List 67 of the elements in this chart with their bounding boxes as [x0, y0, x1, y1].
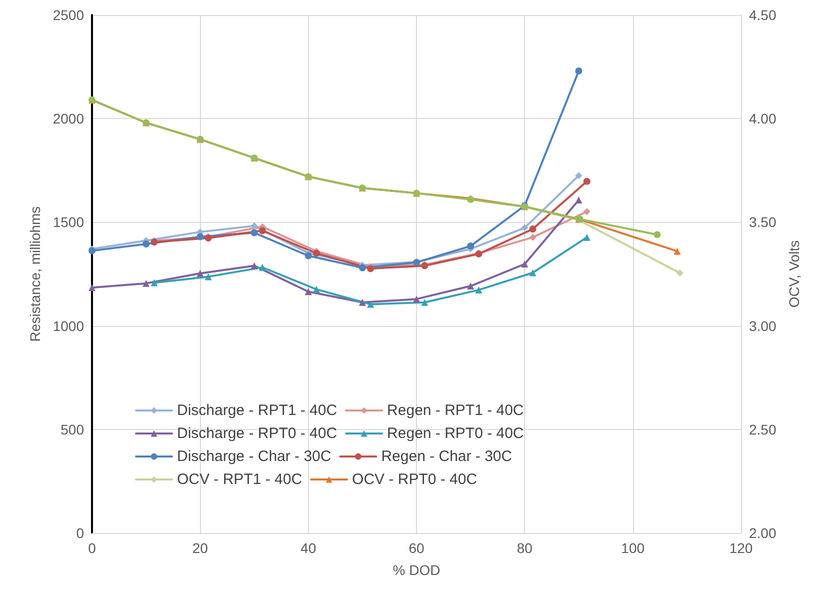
point: [654, 231, 661, 238]
point: [367, 300, 374, 308]
point: [583, 178, 590, 185]
legend-label: OCV - RPT0 - 40C: [352, 471, 478, 488]
point: [250, 222, 258, 230]
point: [583, 234, 590, 241]
point: [304, 252, 312, 260]
x-tick-label: 80: [516, 540, 533, 556]
point: [304, 288, 312, 296]
legend-label: Regen - Char - 30C: [381, 448, 512, 465]
point: [196, 233, 204, 240]
x-tick-label: 40: [300, 540, 316, 556]
y-tick-label: 500: [60, 421, 84, 438]
y2-tick-label: 3.00: [749, 318, 776, 334]
point: [575, 196, 582, 204]
point: [413, 296, 420, 303]
point: [674, 248, 681, 255]
point: [204, 273, 212, 280]
y-tick-label: 2500: [52, 7, 84, 23]
point: [258, 264, 266, 271]
legend-label: OCV - RPT1 - 40C: [177, 471, 302, 488]
point: [575, 172, 582, 180]
point: [312, 286, 320, 293]
point: [583, 208, 590, 216]
point: [529, 269, 536, 276]
legend-label: Regen - RPT1 - 40C: [387, 402, 524, 419]
x-tick-label: 120: [729, 540, 753, 556]
y-tick-label: 2000: [52, 110, 84, 127]
point: [467, 282, 474, 290]
point: [142, 240, 150, 248]
point: [142, 280, 150, 287]
x-tick-label: 0: [88, 540, 96, 556]
point: [467, 242, 474, 250]
point: [575, 67, 582, 74]
point: [150, 279, 158, 286]
y-tick-label: 1000: [52, 318, 84, 334]
point: [196, 270, 204, 277]
point: [475, 286, 482, 294]
point: [258, 227, 266, 234]
point: [250, 262, 258, 270]
y-tick-label: 1500: [52, 214, 84, 230]
legend-label: Regen - RPT0 - 40C: [387, 425, 524, 442]
point: [358, 264, 366, 272]
point: [676, 269, 684, 276]
y2-tick-label: 4.00: [749, 110, 776, 127]
x-tick-label: 100: [621, 540, 645, 556]
point: [250, 229, 258, 236]
y-axis-title: Resistance, milliohms: [26, 206, 43, 342]
point: [521, 224, 528, 232]
y2-axis-title: OCV, Volts: [786, 240, 802, 308]
y2-tick-label: 3.50: [749, 214, 776, 230]
y2-tick-label: 2.50: [749, 421, 776, 438]
point: [521, 260, 528, 268]
y2-tick-label: 2.00: [749, 525, 776, 541]
y-tick-label: 0: [76, 525, 84, 541]
point: [88, 284, 96, 292]
point: [529, 234, 536, 241]
x-tick-label: 20: [192, 540, 208, 556]
x-axis-title: % DOD: [392, 562, 440, 578]
point: [421, 298, 428, 306]
legend-label: Discharge - RPT1 - 40C: [177, 402, 338, 419]
y2-tick-label: 4.50: [749, 7, 776, 23]
legend-label: Discharge - Char - 30C: [177, 448, 332, 465]
point: [529, 226, 536, 233]
point: [358, 298, 366, 306]
x-tick-label: 60: [408, 540, 424, 556]
legend-label: Discharge - RPT0 - 40C: [177, 425, 338, 442]
